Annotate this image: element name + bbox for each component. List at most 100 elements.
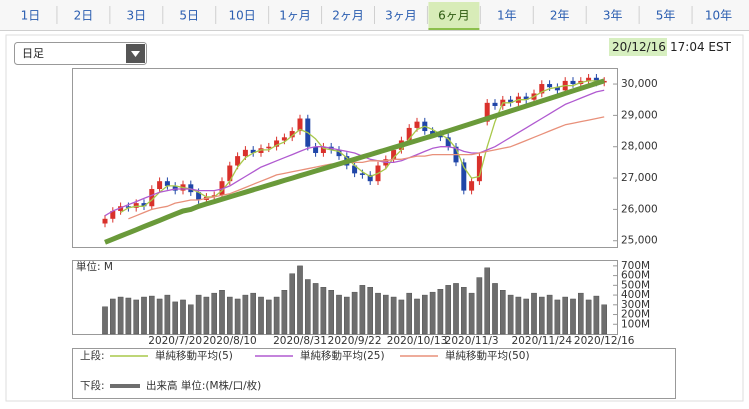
- volume-bar: [141, 296, 147, 335]
- volume-bar: [328, 290, 335, 335]
- candle-body: [266, 146, 272, 149]
- volume-bar: [312, 283, 319, 335]
- candle-body: [469, 181, 475, 191]
- candle-body: [406, 127, 412, 141]
- candle-body: [196, 192, 202, 200]
- y-tick-label: 29,000: [621, 109, 658, 121]
- tab[interactable]: 1ヶ月: [279, 9, 311, 23]
- volume-bar: [219, 290, 225, 335]
- volume-bar: [578, 292, 584, 335]
- candle-body: [235, 156, 241, 166]
- volume-bar: [593, 295, 600, 335]
- select-box[interactable]: [14, 42, 147, 65]
- candle-body: [281, 137, 287, 141]
- volume-bar: [117, 296, 124, 335]
- volume-bar: [585, 299, 592, 335]
- tab[interactable]: 1年: [497, 9, 517, 23]
- volume-bar: [484, 267, 491, 335]
- tab[interactable]: 3ヶ月: [385, 9, 417, 23]
- candle-body: [391, 149, 397, 160]
- tab[interactable]: 10日: [229, 9, 256, 23]
- tab[interactable]: 3日: [127, 9, 147, 23]
- candle-body: [547, 84, 553, 88]
- volume-bar: [281, 290, 288, 335]
- candle-body: [554, 87, 560, 91]
- volume-bar: [359, 285, 366, 335]
- volume-bar: [273, 296, 280, 335]
- legend-label: 出来高 単位:(M株/口/枚): [146, 379, 261, 392]
- candle-body: [250, 149, 256, 153]
- volume-bar: [601, 304, 607, 335]
- volume-bar: [523, 298, 529, 335]
- volume-bar: [383, 294, 389, 335]
- candle-body: [274, 140, 280, 147]
- tab[interactable]: 2ヶ月: [332, 9, 364, 23]
- y-tick-label: 200M: [621, 309, 650, 321]
- volume-bar: [492, 283, 498, 335]
- volume-bar: [258, 296, 264, 335]
- tab[interactable]: 3年: [603, 9, 623, 23]
- moving-average-line: [104, 78, 605, 245]
- candle-body: [258, 148, 264, 153]
- volume-bar: [102, 306, 108, 335]
- candle-body: [313, 146, 319, 153]
- volume-bar: [250, 292, 257, 335]
- candle-body: [320, 146, 326, 153]
- volume-bar: [437, 289, 444, 335]
- tab-active-background[interactable]: [428, 2, 480, 30]
- volume-bar: [515, 296, 522, 335]
- volume-unit: 単位: M: [76, 260, 113, 273]
- volume-bar: [500, 290, 506, 335]
- volume-bar: [406, 292, 413, 335]
- select-arrow: [131, 51, 140, 57]
- x-tick-label: 2020/10/13: [387, 335, 448, 347]
- y-tick-label: 700M: [621, 260, 650, 272]
- candle-body: [242, 149, 248, 157]
- x-tick-label: 2020/7/20: [148, 335, 202, 347]
- volume-bar: [539, 296, 545, 335]
- candle-body: [492, 102, 498, 106]
- tab[interactable]: 6ヶ月: [438, 9, 470, 23]
- volume-bar: [148, 295, 155, 335]
- tab[interactable]: 5年: [656, 9, 676, 23]
- time: 17:04 EST: [670, 40, 732, 54]
- volume-bar: [546, 294, 553, 335]
- tab[interactable]: 5日: [179, 9, 199, 23]
- candle-body: [539, 84, 545, 94]
- period-select[interactable]: 日足: [14, 42, 147, 65]
- volume-bar: [375, 292, 381, 335]
- volume-bar: [507, 294, 514, 335]
- legend-label: 単純移動平均(50): [445, 349, 530, 362]
- volume-bar: [172, 301, 179, 335]
- volume-bar: [367, 287, 374, 335]
- candle-body: [157, 181, 163, 190]
- volume-bar: [429, 291, 436, 335]
- tab[interactable]: 2日: [74, 9, 94, 23]
- volume-bar: [109, 298, 116, 335]
- x-tick-label: 2020/8/31: [273, 335, 327, 347]
- candle-body: [172, 185, 178, 191]
- candle-body: [593, 77, 599, 83]
- tab[interactable]: 1日: [21, 9, 41, 23]
- tab[interactable]: 10年: [705, 9, 732, 23]
- volume-bar: [398, 299, 405, 335]
- candle-body: [484, 102, 490, 122]
- y-tick-label: 30,000: [621, 78, 658, 90]
- candle-body: [227, 165, 233, 182]
- x-tick-label: 2020/9/22: [328, 335, 382, 347]
- volume-bar: [351, 291, 358, 335]
- candle-body: [141, 203, 147, 207]
- tab[interactable]: 2年: [550, 9, 570, 23]
- select-text[interactable]: 日足: [22, 47, 44, 60]
- volume-bar: [390, 296, 397, 335]
- legend-upper: 上段:: [80, 349, 105, 362]
- candle-body: [110, 210, 116, 219]
- candle-body: [133, 203, 139, 208]
- volume-bar: [320, 287, 327, 335]
- volume-bar: [195, 294, 202, 335]
- date-background: [609, 38, 667, 56]
- y-tick-label: 25,000: [621, 235, 658, 247]
- y-tick-label: 100M: [621, 318, 650, 330]
- candle-body: [352, 165, 358, 174]
